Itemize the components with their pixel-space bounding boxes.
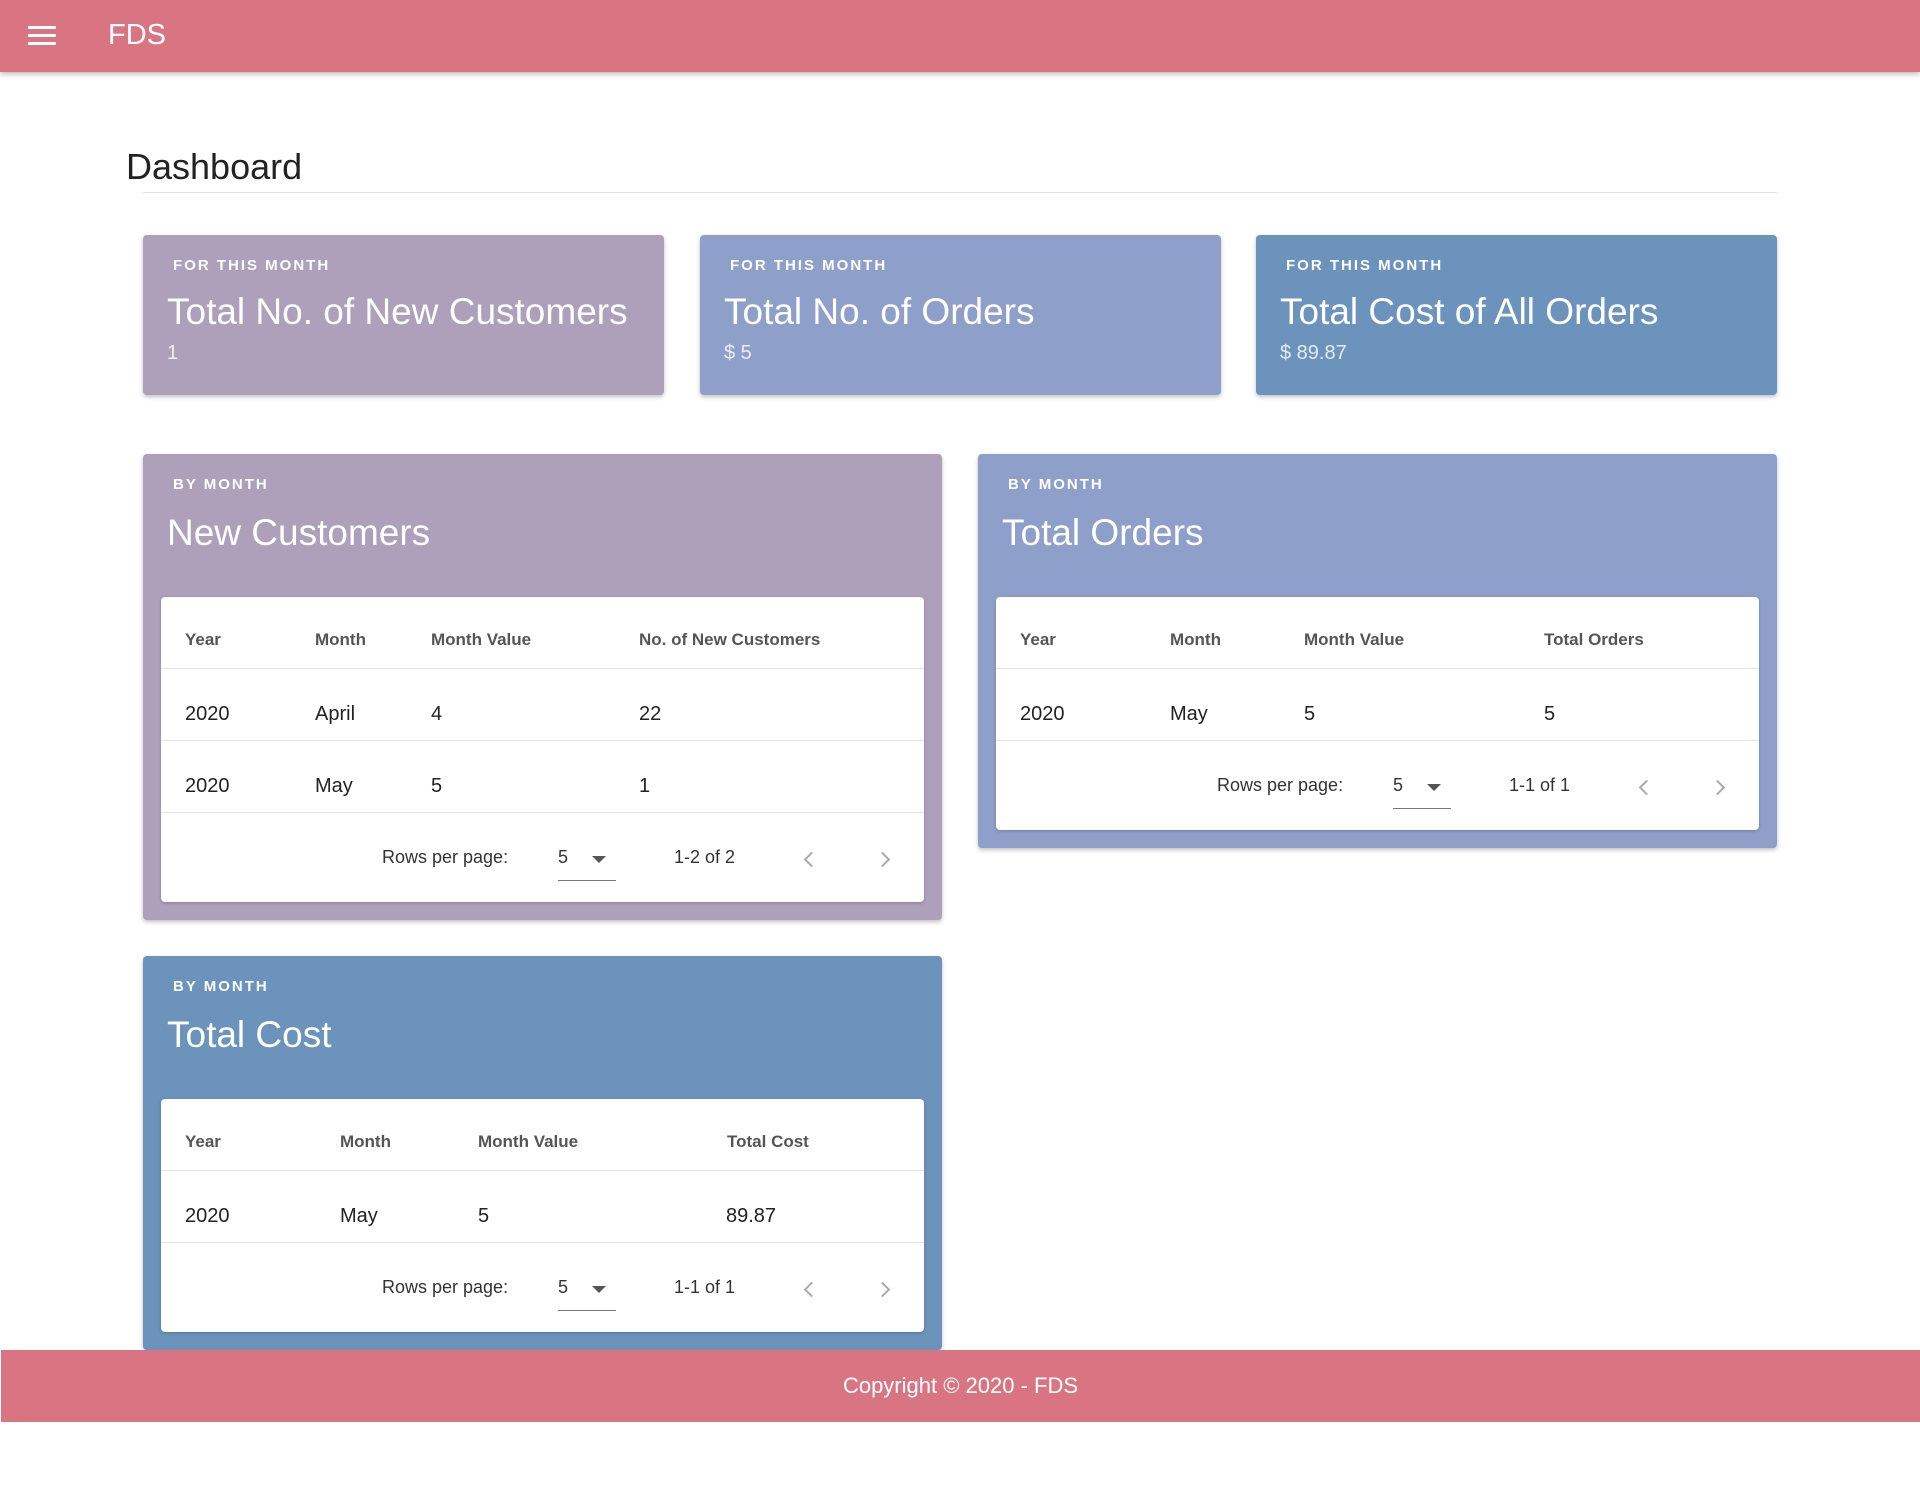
rows-per-page-select[interactable]: 5 bbox=[558, 841, 616, 881]
stat-overline: FOR THIS MONTH bbox=[730, 257, 888, 274]
rows-per-page-value: 5 bbox=[558, 847, 569, 867]
stat-title: Total No. of New Customers bbox=[167, 291, 628, 332]
app-title: FDS bbox=[108, 19, 166, 51]
card-overline: BY MONTH bbox=[1008, 476, 1104, 493]
column-header-year[interactable]: Year bbox=[185, 630, 221, 649]
row-divider bbox=[161, 1170, 924, 1171]
cell-month-value: 5 bbox=[431, 775, 443, 797]
new-customers-table: Year Month Month Value No. of New Custom… bbox=[161, 597, 924, 902]
column-header-month[interactable]: Month bbox=[1170, 630, 1221, 649]
title-divider bbox=[143, 192, 1777, 193]
column-header-month-value[interactable]: Month Value bbox=[1304, 630, 1405, 649]
pagination-range: 1-1 of 1 bbox=[1509, 775, 1571, 795]
stat-title: Total No. of Orders bbox=[724, 291, 1035, 332]
rows-per-page-label: Rows per page: bbox=[1217, 775, 1344, 795]
page-title: Dashboard bbox=[126, 146, 303, 187]
cell-month: May bbox=[315, 775, 353, 797]
stat-overline: FOR THIS MONTH bbox=[173, 257, 331, 274]
caret-down-icon bbox=[592, 856, 606, 863]
chevron-right-icon[interactable] bbox=[876, 1281, 892, 1297]
total-cost-table: Year Month Month Value Total Cost 2020 M… bbox=[161, 1099, 924, 1332]
row-divider bbox=[996, 668, 1759, 669]
footer-copyright: Copyright © 2020 - FDS bbox=[842, 1373, 1079, 1398]
rows-per-page-value: 5 bbox=[1393, 775, 1404, 795]
rows-per-page-select[interactable]: 5 bbox=[558, 1271, 616, 1311]
card-title: Total Cost bbox=[167, 1014, 332, 1055]
card-title: Total Orders bbox=[1002, 512, 1204, 553]
row-divider bbox=[996, 740, 1759, 741]
chevron-left-icon[interactable] bbox=[800, 1281, 816, 1297]
stat-value: 1 bbox=[167, 342, 179, 364]
stat-overline: FOR THIS MONTH bbox=[1286, 257, 1444, 274]
total-cost-card: BY MONTH Total Cost Year Month Month Val… bbox=[143, 956, 942, 1350]
stat-card-orders: FOR THIS MONTH Total No. of Orders $ 5 bbox=[700, 235, 1221, 395]
column-header-month-value[interactable]: Month Value bbox=[431, 630, 532, 649]
cell-month: May bbox=[340, 1205, 378, 1227]
cell-total-orders: 5 bbox=[1544, 703, 1556, 725]
cell-new-customers: 1 bbox=[639, 775, 651, 797]
chevron-left-icon[interactable] bbox=[1635, 779, 1651, 795]
column-header-month[interactable]: Month bbox=[315, 630, 366, 649]
stat-card-new-customers: FOR THIS MONTH Total No. of New Customer… bbox=[143, 235, 664, 395]
column-header-year[interactable]: Year bbox=[185, 1132, 221, 1151]
card-title: New Customers bbox=[167, 512, 431, 553]
caret-down-icon bbox=[1427, 784, 1441, 791]
cell-month-value: 5 bbox=[1304, 703, 1316, 725]
rows-per-page-select[interactable]: 5 bbox=[1393, 769, 1451, 809]
pagination-range: 1-2 of 2 bbox=[674, 847, 736, 867]
menu-icon[interactable] bbox=[26, 23, 58, 49]
total-orders-card: BY MONTH Total Orders Year Month Month V… bbox=[978, 454, 1777, 848]
card-overline: BY MONTH bbox=[173, 476, 269, 493]
cell-month-value: 4 bbox=[431, 703, 443, 725]
cell-month: May bbox=[1170, 703, 1208, 725]
new-customers-card: BY MONTH New Customers Year Month Month … bbox=[143, 454, 942, 920]
rows-per-page-value: 5 bbox=[558, 1277, 569, 1297]
cell-year: 2020 bbox=[185, 703, 230, 725]
chevron-right-icon[interactable] bbox=[1711, 779, 1727, 795]
column-header-total-orders[interactable]: Total Orders bbox=[1544, 630, 1644, 649]
cell-new-customers: 22 bbox=[639, 703, 662, 725]
rows-per-page-label: Rows per page: bbox=[382, 847, 509, 867]
cell-month: April bbox=[315, 703, 356, 725]
column-header-month[interactable]: Month bbox=[340, 1132, 391, 1151]
cell-year: 2020 bbox=[185, 775, 230, 797]
total-orders-table: Year Month Month Value Total Orders 2020… bbox=[996, 597, 1759, 830]
column-header-total-cost[interactable]: Total Cost bbox=[727, 1132, 809, 1151]
cell-month-value: 5 bbox=[478, 1205, 490, 1227]
row-divider bbox=[161, 812, 924, 813]
stat-title: Total Cost of All Orders bbox=[1280, 291, 1659, 332]
app-bar: FDS bbox=[0, 0, 1920, 72]
card-overline: BY MONTH bbox=[173, 978, 269, 995]
stat-card-total-cost: FOR THIS MONTH Total Cost of All Orders … bbox=[1256, 235, 1777, 395]
row-divider bbox=[161, 668, 924, 669]
row-divider bbox=[161, 740, 924, 741]
column-header-new-customers[interactable]: No. of New Customers bbox=[639, 630, 821, 649]
cell-year: 2020 bbox=[185, 1205, 230, 1227]
column-header-month-value[interactable]: Month Value bbox=[478, 1132, 579, 1151]
pagination-range: 1-1 of 1 bbox=[674, 1277, 736, 1297]
caret-down-icon bbox=[592, 1286, 606, 1293]
chevron-left-icon[interactable] bbox=[800, 851, 816, 867]
stat-value: $ 89.87 bbox=[1280, 342, 1347, 364]
stat-value: $ 5 bbox=[724, 342, 752, 364]
column-header-year[interactable]: Year bbox=[1020, 630, 1056, 649]
row-divider bbox=[161, 1242, 924, 1243]
cell-total-cost: 89.87 bbox=[726, 1205, 777, 1227]
chevron-right-icon[interactable] bbox=[876, 851, 892, 867]
footer: Copyright © 2020 - FDS bbox=[1, 1350, 1920, 1422]
cell-year: 2020 bbox=[1020, 703, 1065, 725]
rows-per-page-label: Rows per page: bbox=[382, 1277, 509, 1297]
